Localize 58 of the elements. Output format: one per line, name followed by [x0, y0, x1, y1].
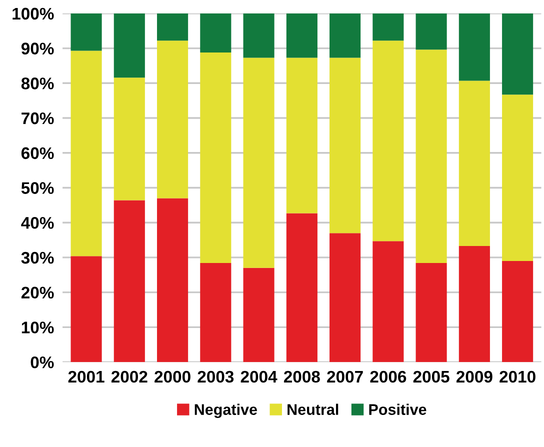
legend-label: Neutral: [288, 404, 338, 415]
y-tick-label: 70%: [22, 112, 54, 124]
x-tick-label: 2010: [500, 370, 536, 383]
bar: [458, 246, 490, 362]
bar: [502, 260, 534, 362]
bar: [330, 13, 361, 58]
bar: [243, 13, 274, 58]
y-tick-label: 0%: [30, 356, 54, 368]
y-tick-label: 50%: [21, 182, 54, 194]
bar: [416, 263, 447, 362]
bar: [157, 198, 188, 362]
bar: [372, 241, 404, 362]
bar: [157, 40, 188, 198]
bar: [286, 213, 318, 362]
bar: [114, 13, 145, 78]
bar: [157, 13, 188, 41]
bar: [70, 256, 102, 362]
x-tick-label: 2001: [68, 370, 104, 383]
x-tick-label: 2000: [154, 370, 190, 383]
legend-label: Positive: [369, 404, 426, 415]
bar: [286, 13, 318, 58]
bar: [243, 268, 274, 362]
bar: [114, 78, 145, 200]
bar: [330, 233, 361, 362]
bar: [243, 58, 274, 268]
bar: [200, 263, 232, 362]
bar: [416, 50, 447, 264]
x-tick-label: 2007: [327, 370, 363, 383]
x-tick-label: 2004: [240, 370, 278, 383]
x-tick-label: 2005: [413, 370, 450, 383]
bar: [372, 40, 404, 242]
bar: [200, 13, 232, 52]
bar: [114, 200, 145, 362]
y-tick-label: 90%: [21, 42, 54, 54]
y-tick-label: 100%: [12, 8, 54, 20]
bar: [502, 13, 534, 95]
y-tick-label: 20%: [21, 286, 54, 299]
x-tick-label: 2008: [284, 370, 320, 383]
bar: [70, 50, 102, 256]
x-tick-label: 2002: [111, 370, 148, 383]
bar: [330, 58, 361, 234]
bar: [70, 13, 102, 51]
bar: [286, 58, 318, 214]
x-tick-label: 2009: [456, 370, 492, 383]
legend-label: Negative: [194, 404, 258, 418]
y-tick-label: 30%: [21, 252, 54, 264]
bar: [458, 80, 490, 246]
y-tick-label: 80%: [21, 78, 54, 90]
x-tick-label: 2003: [198, 370, 234, 383]
x-tick-label: 2006: [370, 370, 406, 383]
y-tick-label: 10%: [22, 322, 54, 334]
bar: [502, 94, 534, 261]
y-tick-label: 60%: [21, 147, 54, 160]
bar: [372, 13, 404, 41]
bar: [416, 13, 447, 50]
bar: [458, 13, 490, 81]
bar: [200, 52, 232, 264]
y-tick-label: 40%: [21, 217, 54, 229]
